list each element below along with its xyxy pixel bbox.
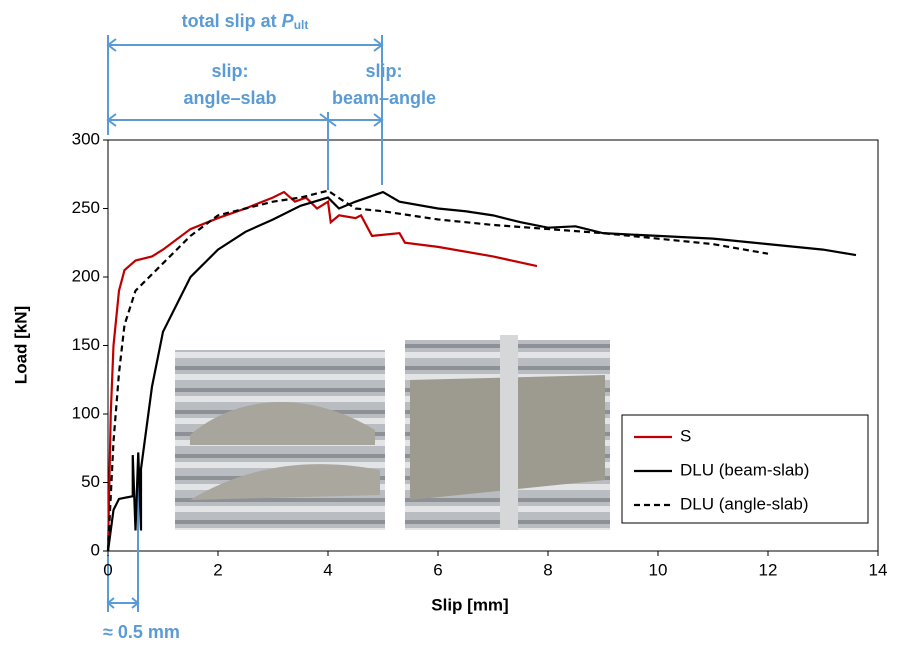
series-line	[106, 190, 538, 552]
y-tick-label: 300	[72, 129, 100, 148]
annotation-subscript: ult	[294, 18, 309, 32]
legend: S DLU (beam-slab) DLU (angle-slab)	[621, 414, 869, 524]
x-tick-label: 8	[543, 560, 552, 579]
annotation: slip:	[365, 61, 402, 81]
x-tick-label: 0	[103, 560, 112, 579]
x-tick-label: 10	[649, 560, 668, 579]
x-tick-label: 2	[213, 560, 222, 579]
y-tick-label: 150	[72, 335, 100, 354]
y-tick-label: 200	[72, 266, 100, 285]
annotation: total slip at Pult	[182, 11, 309, 32]
x-tick-label: 4	[323, 560, 332, 579]
annotation: slip:	[211, 61, 248, 81]
y-tick-label: 0	[91, 540, 100, 559]
x-axis-label: Slip [mm]	[431, 595, 508, 614]
x-tick-label: 6	[433, 560, 442, 579]
y-tick-label: 50	[81, 472, 100, 491]
annotation-text: total slip at	[182, 11, 277, 31]
legend-label: DLU (angle-slab)	[680, 494, 809, 513]
series-line	[106, 190, 857, 552]
y-tick-label: 100	[72, 403, 100, 422]
photo-left	[175, 350, 385, 530]
series-line	[106, 189, 769, 552]
photo-right	[405, 335, 610, 530]
legend-label: DLU (beam-slab)	[680, 460, 809, 479]
x-tick-label: 14	[869, 560, 888, 579]
legend-box	[621, 414, 869, 524]
annotation-symbol: P	[282, 11, 295, 31]
y-tick-label: 250	[72, 198, 100, 217]
annotation: beam–angle	[332, 88, 436, 108]
annotation: angle–slab	[183, 88, 276, 108]
legend-label: S	[680, 426, 691, 445]
arrow-heads	[106, 38, 384, 609]
x-tick-label: 12	[759, 560, 778, 579]
y-axis-label: Load [kN]	[11, 306, 30, 384]
annotation: ≈ 0.5 mm	[103, 622, 180, 642]
annotations: total slip at Pult slip: angle–slab slip…	[103, 11, 436, 642]
